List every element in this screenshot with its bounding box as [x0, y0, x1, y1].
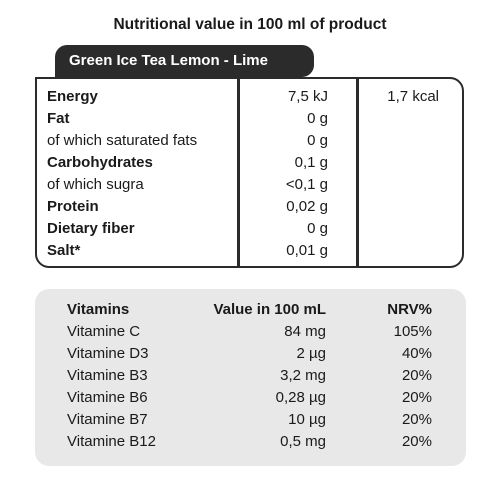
nutrition-row: of which sugra <0,1 g [37, 174, 462, 196]
vitamins-header-nrv: NRV% [387, 301, 432, 318]
nutrient-label: Carbohydrates [47, 154, 153, 171]
vitamin-value: 0,28 µg [275, 389, 326, 406]
nutrient-value: 0 g [307, 220, 328, 237]
page-title: Nutritional value in 100 ml of product [113, 16, 387, 33]
nutrient-label: Dietary fiber [47, 220, 135, 237]
vitamin-row: Vitamine B7 10 µg 20% [35, 409, 466, 431]
vitamin-name: Vitamine B7 [67, 411, 148, 428]
vitamins-header-value: Value in 100 mL [213, 301, 326, 318]
nutrient-kcal: 1,7 kcal [387, 88, 439, 105]
nutrition-row: Carbohydrates 0,1 g [37, 152, 462, 174]
nutrient-value: 0,02 g [286, 198, 328, 215]
vitamin-name: Vitamine B12 [67, 433, 156, 450]
vitamin-name: Vitamine C [67, 323, 141, 340]
vitamin-value: 2 µg [296, 345, 327, 362]
nutrient-label: Fat [47, 110, 70, 127]
vitamin-row: Vitamine B12 0,5 mg 20% [35, 431, 466, 453]
nutrition-rows: Energy 7,5 kJ 1,7 kcal Fat 0 g of which satur… [37, 86, 462, 262]
vitamin-nrv: 105% [393, 323, 432, 340]
vitamin-row: Vitamine B6 0,28 µg 20% [35, 387, 466, 409]
nutrient-label: Salt* [47, 242, 81, 259]
nutrition-row: Protein 0,02 g [37, 196, 462, 218]
vitamin-value: 3,2 mg [280, 367, 326, 384]
vitamin-row: Vitamine B3 3,2 mg 20% [35, 365, 466, 387]
vitamins-header-row: Vitamins Value in 100 mL NRV% [35, 299, 466, 321]
vitamin-nrv: 20% [401, 433, 432, 450]
nutrient-value: <0,1 g [285, 176, 328, 193]
nutrient-label: of which sugra [47, 176, 144, 193]
column-divider [237, 79, 240, 266]
vitamin-value: 84 mg [284, 323, 326, 340]
vitamin-nrv: 20% [401, 367, 432, 384]
vitamin-row: Vitamine C 84 mg 105% [35, 321, 466, 343]
vitamin-name: Vitamine D3 [67, 345, 149, 362]
nutrient-value: 0,1 g [294, 154, 328, 171]
nutrient-value: 7,5 kJ [287, 88, 328, 105]
product-name-tab: Green Ice Tea Lemon - Lime [55, 45, 314, 77]
nutrient-label: of which saturated fats [47, 132, 198, 149]
nutrient-value: 0,01 g [286, 242, 328, 259]
vitamin-rows: Vitamins Value in 100 mL NRV% Vitamine C… [35, 299, 466, 453]
vitamin-value: 0,5 mg [280, 433, 326, 450]
vitamin-value: 10 µg [288, 411, 326, 428]
vitamin-name: Vitamine B3 [67, 367, 148, 384]
nutrition-table: Energy 7,5 kJ 1,7 kcal Fat 0 g of which satur… [35, 77, 464, 268]
nutrition-row: Fat 0 g [37, 108, 462, 130]
nutrition-row: Dietary fiber 0 g [37, 218, 462, 240]
nutrient-value: 0 g [307, 110, 328, 127]
nutrition-row: Energy 7,5 kJ 1,7 kcal [37, 86, 462, 108]
nutrient-value: 0 g [307, 132, 328, 149]
vitamin-name: Vitamine B6 [67, 389, 148, 406]
vitamin-nrv: 40% [401, 345, 432, 362]
nutrient-label: Protein [47, 198, 99, 215]
nutrition-row: of which saturated fats 0 g [37, 130, 462, 152]
nutrition-row: Salt* 0,01 g [37, 240, 462, 262]
vitamin-nrv: 20% [401, 411, 432, 428]
vitamin-row: Vitamine D3 2 µg 40% [35, 343, 466, 365]
vitamins-table: Vitamins Value in 100 mL NRV% Vitamine C… [35, 289, 466, 466]
vitamins-header-name: Vitamins [67, 301, 130, 318]
nutrient-label: Energy [47, 88, 98, 105]
column-divider [356, 79, 359, 266]
vitamin-nrv: 20% [401, 389, 432, 406]
